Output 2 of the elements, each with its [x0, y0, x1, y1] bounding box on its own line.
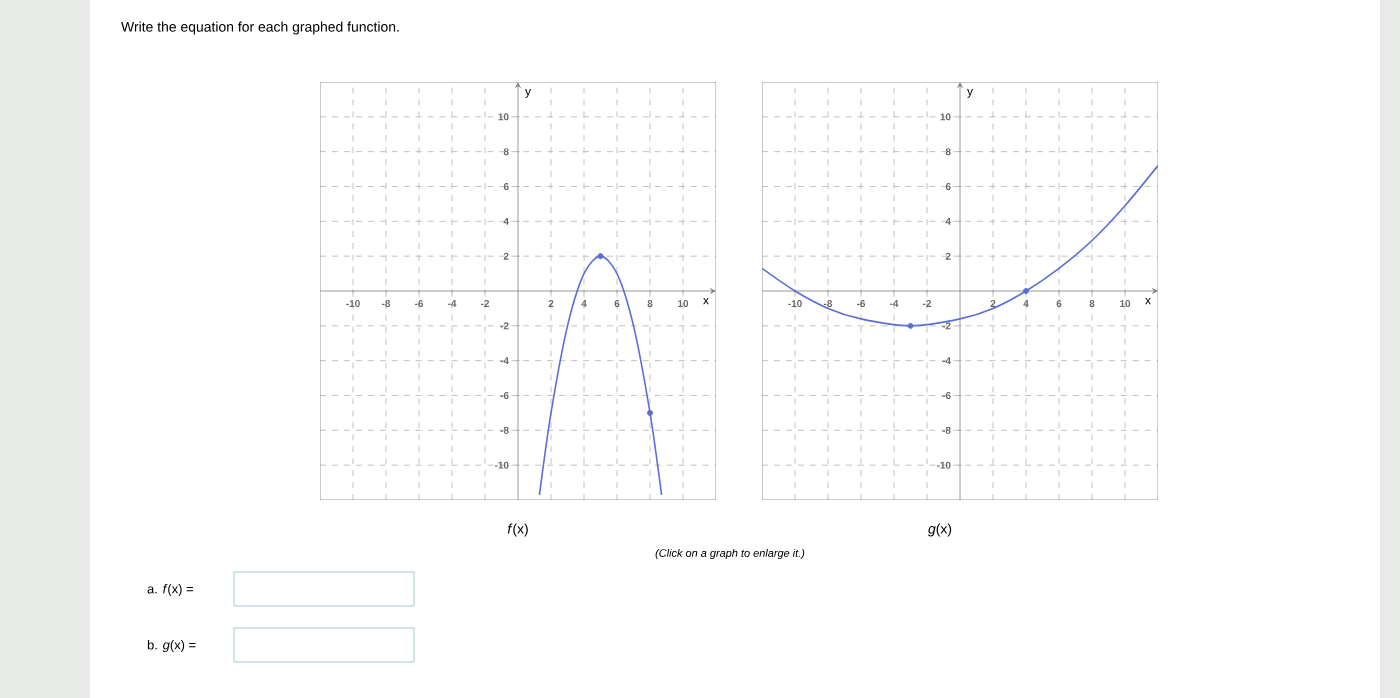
line-series	[538, 255, 663, 496]
line-series	[762, 164, 1159, 327]
